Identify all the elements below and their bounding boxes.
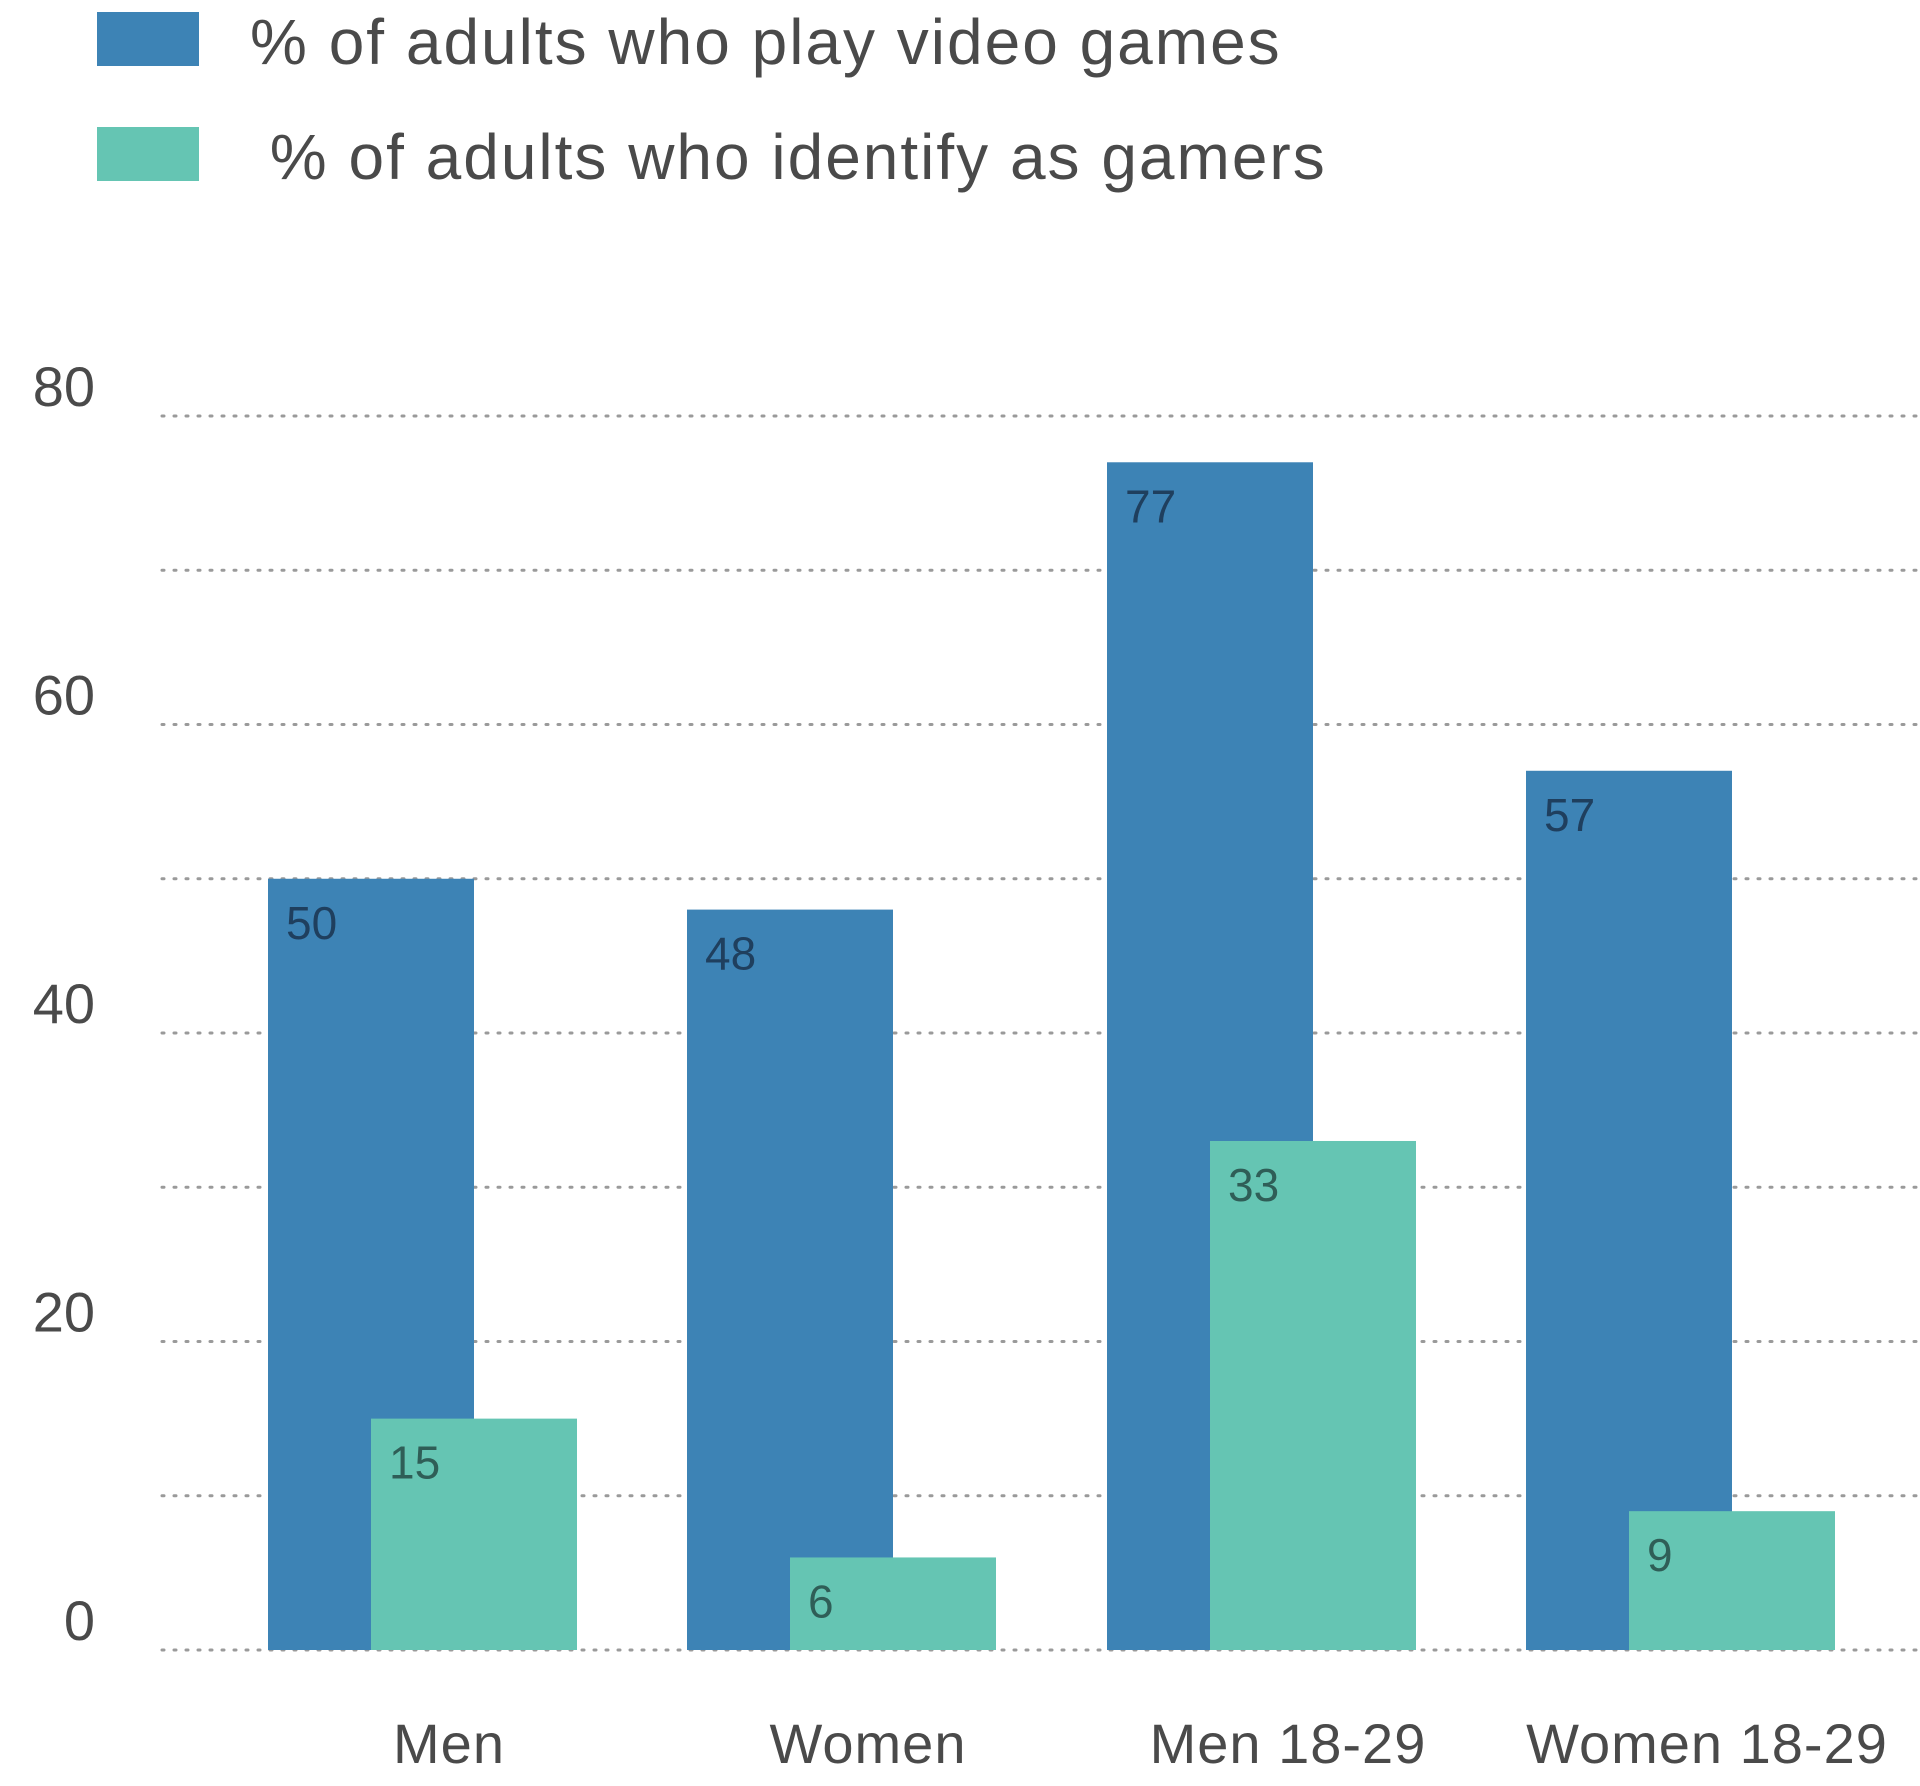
bar-value-label: 15 bbox=[389, 1437, 440, 1489]
legend-label-play: % of adults who play video games bbox=[250, 6, 1282, 78]
bar-value-label: 9 bbox=[1647, 1529, 1673, 1581]
x-category-label: Men 18-29 bbox=[1150, 1712, 1427, 1775]
bar bbox=[790, 1557, 996, 1650]
bar bbox=[1526, 770, 1732, 1650]
x-axis-labels: Men Women Men 18-29 Women 18-29 bbox=[393, 1712, 1888, 1775]
legend-swatch-play bbox=[97, 12, 199, 66]
legend: % of adults who play video games % of ad… bbox=[97, 6, 1327, 193]
bar bbox=[1629, 1511, 1835, 1650]
y-tick-label: 0 bbox=[64, 1589, 95, 1652]
bars bbox=[268, 462, 1835, 1650]
bar-value-label: 57 bbox=[1544, 789, 1595, 841]
bar bbox=[687, 909, 893, 1650]
legend-label-identify: % of adults who identify as gamers bbox=[250, 121, 1327, 193]
y-axis-ticks: 0 20 40 60 80 bbox=[33, 355, 95, 1652]
bar-value-label: 48 bbox=[705, 928, 756, 980]
bar bbox=[1210, 1140, 1416, 1650]
x-category-label: Women bbox=[770, 1712, 967, 1775]
y-tick-label: 40 bbox=[33, 972, 95, 1035]
bar bbox=[371, 1418, 577, 1650]
y-tick-label: 20 bbox=[33, 1281, 95, 1344]
y-tick-label: 80 bbox=[33, 355, 95, 418]
bar-value-label: 6 bbox=[808, 1575, 834, 1627]
bar-value-label: 33 bbox=[1228, 1159, 1279, 1211]
bar-value-labels: 50 15 48 6 77 33 57 9 bbox=[286, 480, 1673, 1627]
x-category-label: Men bbox=[393, 1712, 505, 1775]
legend-swatch-identify bbox=[97, 127, 199, 181]
bar-value-label: 50 bbox=[286, 897, 337, 949]
x-category-label: Women 18-29 bbox=[1526, 1712, 1888, 1775]
y-tick-label: 60 bbox=[33, 664, 95, 727]
bar-value-label: 77 bbox=[1125, 480, 1176, 532]
